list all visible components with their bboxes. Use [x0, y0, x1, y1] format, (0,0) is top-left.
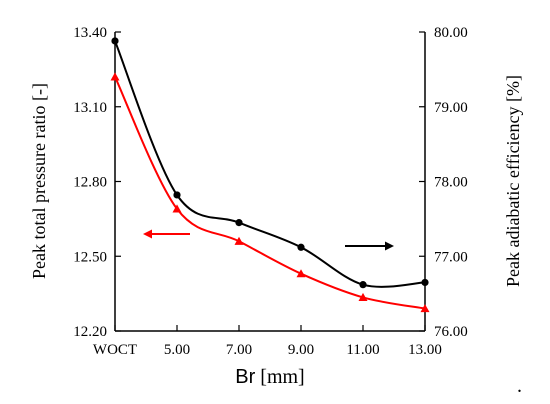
right-tick-label: 79.00 [434, 100, 468, 116]
left-axis-series-point [358, 292, 368, 301]
left-axis-ticks: 13.40 13.10 12.80 12.50 12.20 [73, 25, 121, 340]
right-axis-series-point [421, 278, 429, 287]
trailing-dot: . [517, 375, 522, 397]
series-group [110, 37, 430, 313]
arrow-head [385, 241, 394, 251]
left-tick-label: 13.10 [73, 100, 107, 116]
right-axis-series-point [359, 281, 367, 289]
right-axis-series-line [114, 40, 426, 288]
x-tick-label: 9.00 [288, 342, 314, 358]
x-axis-label: Br [mm] [235, 366, 304, 388]
right-tick-label: 80.00 [434, 25, 468, 41]
left-tick-label: 13.40 [73, 25, 107, 41]
left-tick-label: 12.50 [73, 249, 107, 265]
right-axis-series-point [297, 243, 305, 251]
x-tick-label: 11.00 [346, 342, 379, 358]
left-axis-series-point [110, 72, 120, 81]
x-axis-label-unit: [mm] [255, 366, 304, 388]
right-axis-series-point [111, 37, 119, 45]
left-axis-label: Peak total pressure ratio [-] [29, 83, 49, 279]
right-axis-series-point [173, 191, 181, 199]
left-axis-series-line [114, 76, 426, 310]
x-tick-label: 13.00 [408, 342, 442, 358]
x-tick-label: WOCT [93, 342, 137, 358]
left-tick-label: 12.80 [73, 175, 107, 191]
right-axis-label: Peak adiabatic efficiency [%] [503, 75, 523, 287]
left-axis-series-point [296, 269, 306, 278]
left-axis-series-point [420, 304, 430, 313]
x-tick-label: 5.00 [164, 342, 190, 358]
right-tick-label: 77.00 [434, 249, 468, 265]
left-tick-label: 12.20 [73, 324, 107, 340]
annotation-arrows [143, 229, 394, 251]
x-tick-label: 7.00 [226, 342, 252, 358]
right-axis-series-point [235, 219, 243, 227]
right-tick-label: 76.00 [434, 324, 468, 340]
x-axis-label-name: Br [235, 366, 255, 388]
left-axis-series-point [234, 236, 244, 245]
arrow-head [143, 229, 152, 239]
arrow-left [143, 229, 190, 239]
left-axis-series-point [172, 204, 182, 213]
arrow-right [345, 241, 394, 251]
right-tick-label: 78.00 [434, 175, 468, 191]
right-axis-ticks: 80.00 79.00 78.00 77.00 76.00 [419, 25, 468, 340]
x-axis-ticks: WOCT 5.00 7.00 9.00 11.00 13.00 [93, 325, 442, 358]
